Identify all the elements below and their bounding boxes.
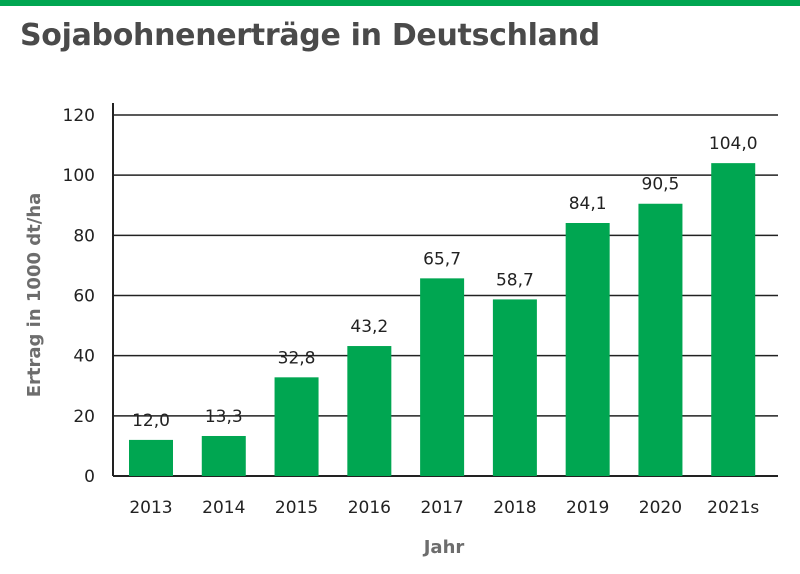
x-axis-title: Jahr xyxy=(422,537,465,558)
x-tick-label-2018: 2018 xyxy=(493,498,536,518)
top-accent-stripe xyxy=(0,0,800,6)
x-tick-label-2021s: 2021s xyxy=(707,498,759,518)
x-tick-label-2017: 2017 xyxy=(420,498,463,518)
value-label-2020: 90,5 xyxy=(642,175,680,195)
bar-2016 xyxy=(347,346,392,476)
value-label-2019: 84,1 xyxy=(569,194,607,214)
value-label-2016: 43,2 xyxy=(350,317,388,337)
value-label-2013: 12,0 xyxy=(132,411,170,431)
x-tick-label-2019: 2019 xyxy=(566,498,609,518)
bar-2017 xyxy=(420,278,465,476)
x-tick-label-2016: 2016 xyxy=(348,498,391,518)
x-tick-label-2020: 2020 xyxy=(639,498,682,518)
value-label-2021s: 104,0 xyxy=(709,134,758,154)
x-tick-label-2013: 2013 xyxy=(129,498,172,518)
x-tick-label-2015: 2015 xyxy=(275,498,318,518)
y-tick-label: 20 xyxy=(73,407,95,427)
y-tick-label: 40 xyxy=(73,347,95,367)
bar-2021s xyxy=(711,163,756,476)
y-axis-title: Ertrag in 1000 dt/ha xyxy=(24,193,45,398)
y-tick-label: 60 xyxy=(73,287,95,307)
bar-2013 xyxy=(129,439,173,476)
value-label-2017: 65,7 xyxy=(423,249,461,269)
value-label-2018: 58,7 xyxy=(496,270,534,290)
bar-2019 xyxy=(565,222,610,476)
chart-title: Sojabohnenerträge in Deutschland xyxy=(20,18,600,53)
y-tick-label: 80 xyxy=(73,226,95,246)
bar-2014 xyxy=(201,435,246,476)
bar-2020 xyxy=(638,203,683,476)
x-tick-label-2014: 2014 xyxy=(202,498,245,518)
y-tick-label: 0 xyxy=(84,467,95,487)
y-tick-label: 120 xyxy=(63,106,95,126)
value-label-2014: 13,3 xyxy=(205,407,243,427)
bar-2015 xyxy=(274,377,319,476)
y-tick-label: 100 xyxy=(63,166,95,186)
value-label-2015: 32,8 xyxy=(278,348,316,368)
bar-2018 xyxy=(492,299,537,476)
